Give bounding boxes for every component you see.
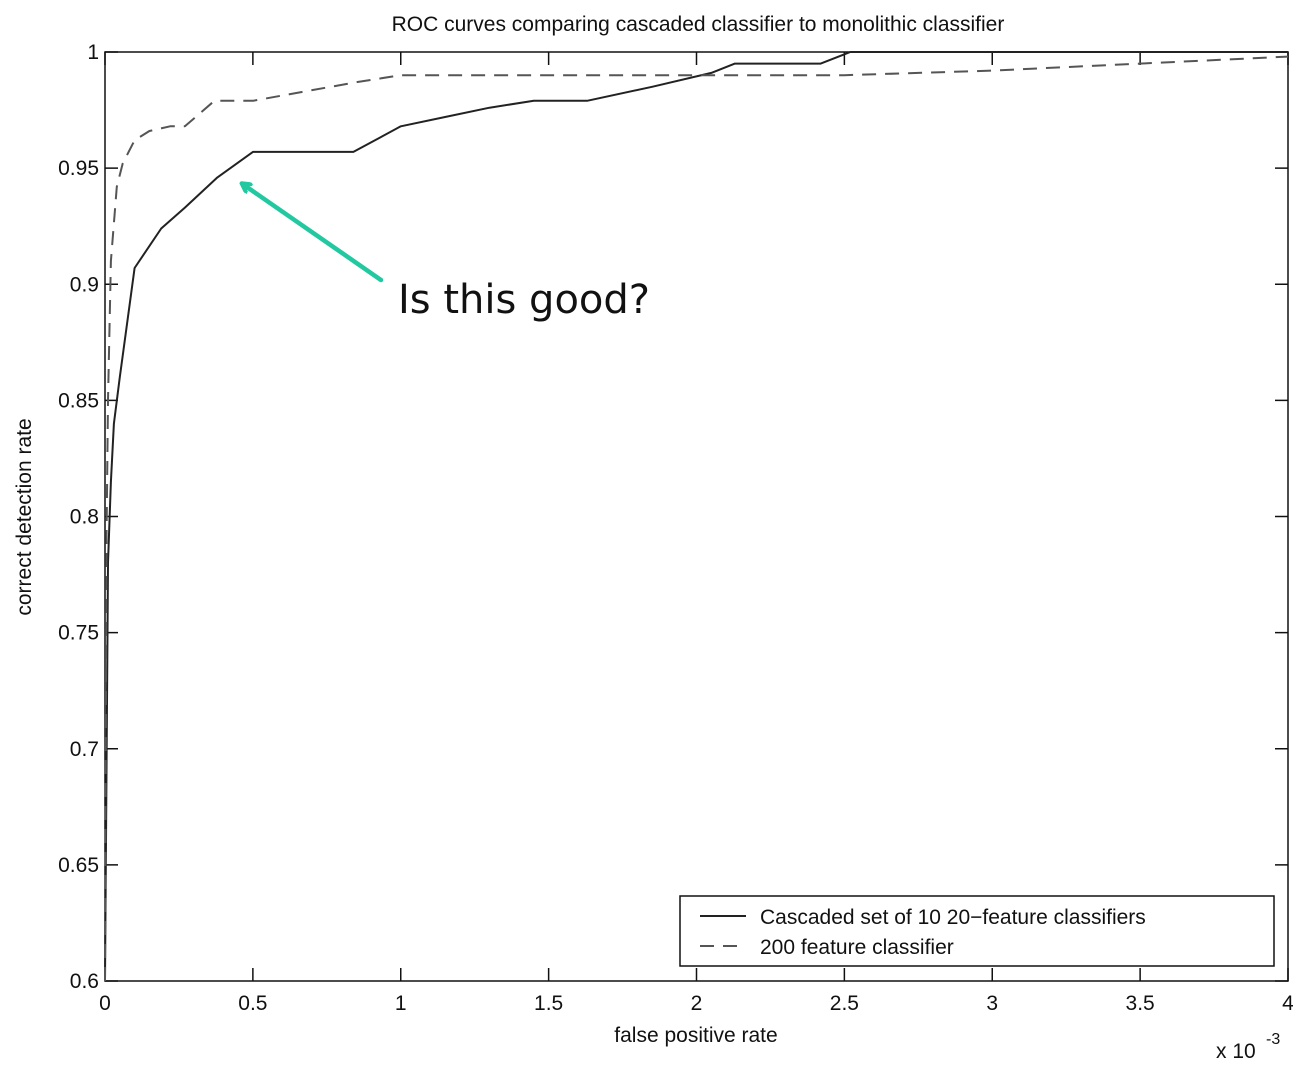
x-tick-label: 4 [1282,992,1293,1015]
x-tick-label: 1.5 [534,992,563,1015]
y-tick-label: 0.65 [58,854,99,877]
x-tick-label: 3 [986,992,998,1015]
plot-frame [104,51,1289,982]
x-tick-label: 3.5 [1126,992,1155,1015]
x-tick-label: 0.5 [238,992,267,1015]
y-tick-label: 0.95 [58,157,99,180]
legend-box [679,895,1275,967]
legend-label-monolithic: 200 feature classifier [760,936,954,959]
annotation-arrow [244,185,384,283]
y-tick-label: 0.75 [58,622,99,645]
y-tick-label: 0.85 [58,389,99,412]
series-line-cascaded [104,51,1288,982]
legend: Cascaded set of 10 20−feature classifier… [679,895,1275,967]
series-layer [104,51,1289,982]
y-tick-label: 0.9 [70,273,99,296]
x-tick-label: 0 [99,992,111,1015]
annotation-text: Is this good? [398,277,650,323]
y-axis-title: correct detection rate [13,418,36,615]
x-axis-multiplier-exponent: -3 [1266,1031,1280,1048]
y-tick-label: 0.7 [70,738,99,761]
legend-label-cascaded: Cascaded set of 10 20−feature classifier… [760,906,1146,929]
y-tick-label: 0.6 [70,970,99,993]
y-tick-label: 1 [87,41,99,64]
x-tick-label: 1 [395,992,407,1015]
ticks-layer: 0 0.5 1 1.5 2 2.5 3 3.5 4 0.6 0.65 0.7 0.75 0.8 0.85 0.… [58,41,1293,1015]
annotation: Is this good? [244,185,650,323]
x-axis-multiplier: x 10 [1216,1040,1256,1063]
series-line-monolithic [104,55,1289,982]
x-tick-label: 2.5 [830,992,859,1015]
x-axis-title: false positive rate [614,1024,777,1047]
y-tick-label: 0.8 [70,506,99,529]
chart-title: ROC curves comparing cascaded classifier… [392,13,1005,36]
x-tick-label: 2 [691,992,703,1015]
